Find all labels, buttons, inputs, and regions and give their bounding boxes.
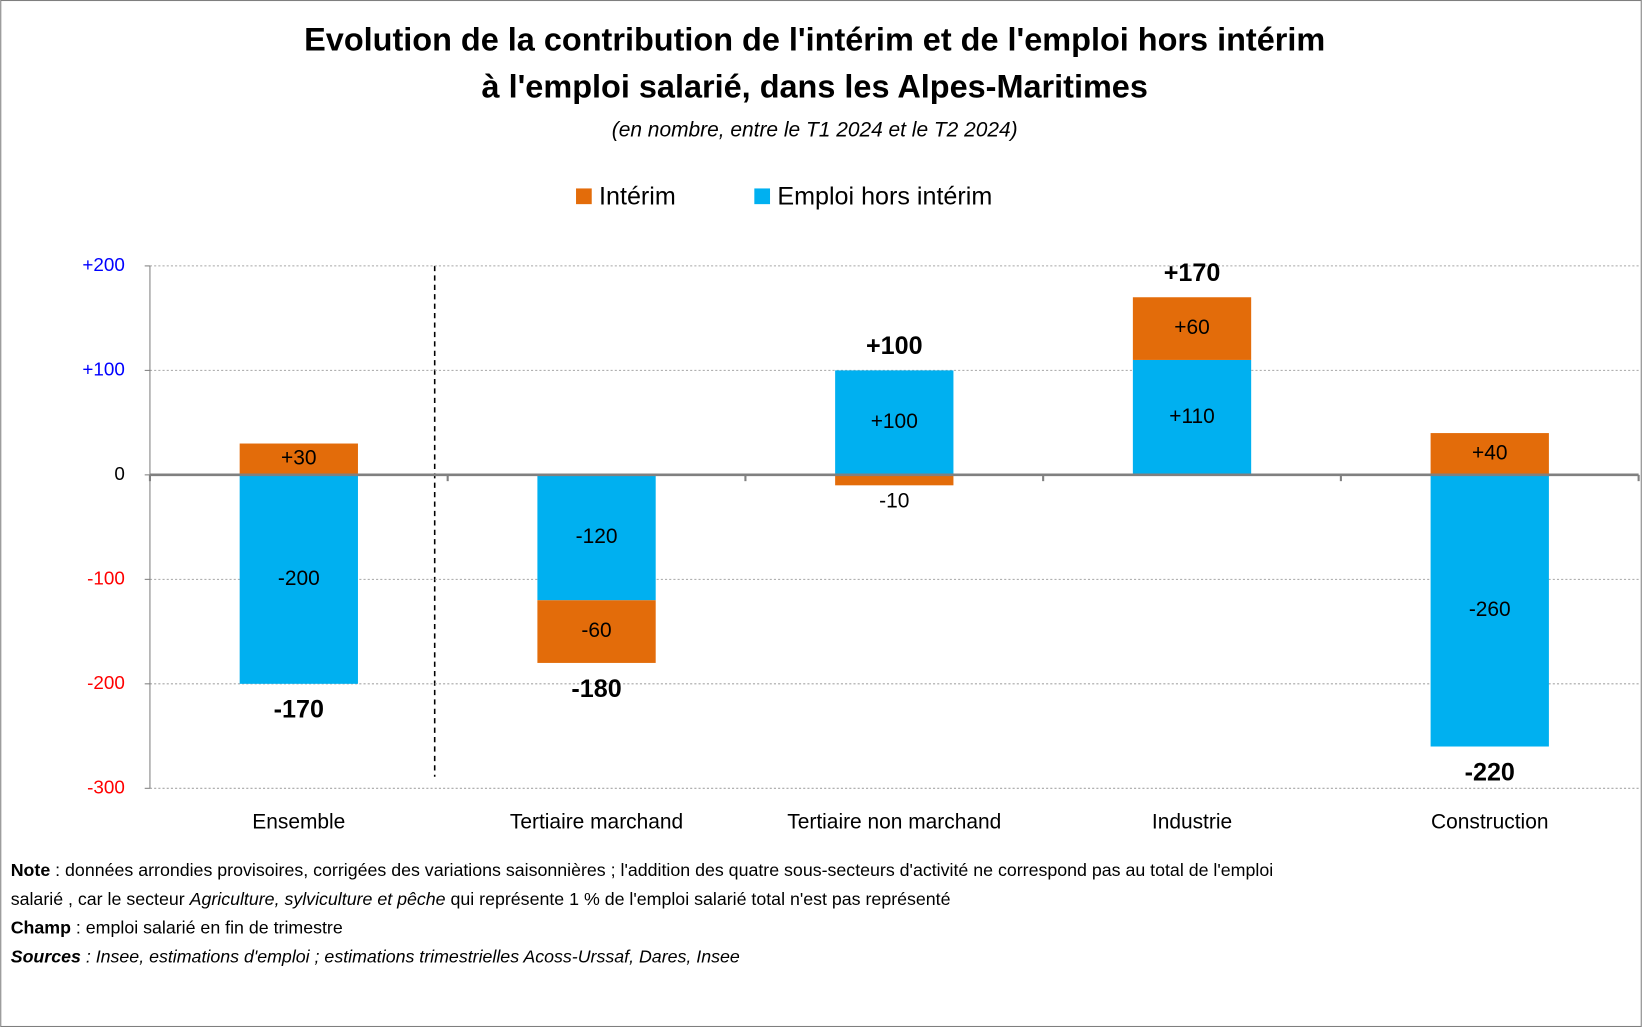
chart-title: Evolution de la contribution de l'intéri… (304, 21, 1325, 57)
bar-segment (239, 474, 358, 684)
total-label: +170 (1164, 259, 1221, 287)
bar-segment (1132, 359, 1252, 475)
y-tick-label: 0 (114, 463, 124, 484)
x-tick-label: Construction (1431, 810, 1548, 833)
bar-segment (1430, 474, 1549, 747)
note: Note : données arrondies provisoires, co… (11, 860, 1273, 880)
chart-title: à l'emploi salarié, dans les Alpes-Marit… (482, 69, 1148, 105)
note-part: : données arrondies provisoires, corrigé… (50, 860, 1273, 880)
x-tick-label: Ensemble (252, 810, 345, 833)
legend-swatch (754, 188, 771, 205)
y-tick-label: -300 (87, 776, 125, 797)
total-label: +100 (866, 332, 923, 360)
y-tick-label: -100 (87, 567, 125, 588)
note-part: Note (11, 860, 51, 880)
value-label: -10 (879, 490, 909, 513)
note-part: : Insee, estimations d'emploi ; estimati… (81, 946, 740, 966)
total-label: -170 (274, 696, 324, 724)
note-part: qui représente 1 % de l'emploi salarié t… (446, 889, 951, 909)
value-label: +110 (1169, 405, 1215, 428)
total-label: -220 (1465, 758, 1515, 786)
bar-segment (835, 474, 954, 486)
bar-segment (1132, 297, 1252, 360)
bar-segment (537, 600, 656, 663)
y-tick-label: +200 (82, 254, 124, 275)
note: Champ : emploi salarié en fin de trimest… (11, 917, 343, 937)
note-part: Agriculture, sylviculture et pêche (189, 889, 446, 909)
value-label: -120 (576, 525, 618, 548)
value-label: +100 (871, 410, 918, 433)
legend-label: Intérim (599, 183, 676, 211)
note-part: : emploi salarié en fin de trimestre (71, 917, 343, 937)
value-label: +40 (1472, 442, 1507, 465)
value-label: -60 (581, 619, 611, 642)
y-tick-label: +100 (82, 358, 124, 379)
bar-segment (239, 443, 358, 475)
total-label: -180 (571, 675, 621, 703)
x-tick-label: Industrie (1152, 810, 1232, 833)
note-part: Sources (11, 946, 81, 966)
bar-segment (1430, 433, 1549, 475)
x-tick-label: Tertiaire non marchand (787, 810, 1001, 833)
bar-segment (537, 474, 656, 601)
note: Sources : Insee, estimations d'emploi ; … (11, 946, 740, 966)
value-label: -200 (278, 567, 320, 590)
value-label: +60 (1174, 316, 1210, 339)
chart-subtitle: (en nombre, entre le T1 2024 et le T2 20… (612, 118, 1018, 141)
x-tick-label: Tertiaire marchand (510, 810, 683, 833)
note: salarié , car le secteur Agriculture, sy… (11, 889, 951, 909)
legend-label: Emploi hors intérim (777, 183, 992, 211)
legend-swatch (576, 188, 592, 205)
note-part: salarié , car le secteur (11, 889, 190, 909)
bar-segment (835, 370, 954, 475)
note-part: Champ (11, 917, 71, 937)
value-label: -260 (1469, 598, 1511, 621)
y-tick-label: -200 (87, 672, 125, 693)
value-label: +30 (281, 447, 317, 470)
